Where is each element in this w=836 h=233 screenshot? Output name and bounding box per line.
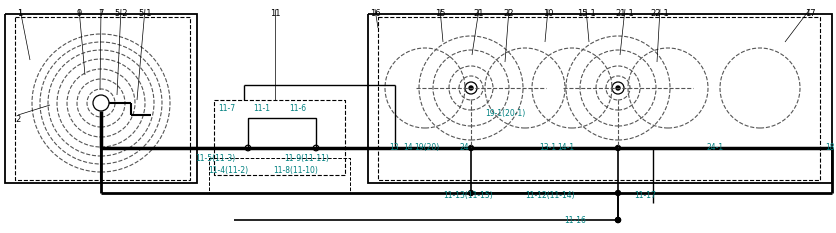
Text: 11-16: 11-16 — [563, 216, 585, 225]
Text: 19-1(20-1): 19-1(20-1) — [484, 109, 524, 118]
Text: 11-5(11-3): 11-5(11-3) — [195, 154, 235, 163]
Text: 11: 11 — [269, 9, 280, 18]
Text: 7: 7 — [98, 9, 104, 18]
Circle shape — [468, 145, 473, 151]
Text: 21: 21 — [473, 9, 484, 18]
Text: 2: 2 — [15, 115, 21, 124]
Circle shape — [614, 145, 619, 151]
Text: 9: 9 — [76, 9, 82, 18]
Text: 11-13(11-15): 11-13(11-15) — [442, 191, 492, 200]
Text: 11-1: 11-1 — [253, 104, 270, 113]
Text: 11-17: 11-17 — [634, 191, 655, 200]
Text: 11-8(11-10): 11-8(11-10) — [273, 166, 318, 175]
Text: 11-9(11-11): 11-9(11-11) — [284, 154, 329, 163]
Text: 11-4(11-2): 11-4(11-2) — [207, 166, 247, 175]
Circle shape — [468, 191, 473, 195]
Text: 22: 22 — [503, 9, 513, 18]
Text: 13-1: 13-1 — [538, 143, 556, 152]
Text: 18: 18 — [824, 143, 833, 152]
Circle shape — [313, 145, 319, 151]
Text: 19(20): 19(20) — [414, 143, 439, 152]
Text: 11-12(11-14): 11-12(11-14) — [524, 191, 574, 200]
Text: 22-1: 22-1 — [650, 9, 669, 18]
Circle shape — [614, 217, 619, 223]
Text: 24: 24 — [459, 143, 468, 152]
Circle shape — [245, 145, 251, 151]
Text: 24-1: 24-1 — [706, 143, 722, 152]
Text: 13: 13 — [389, 143, 398, 152]
Text: 16: 16 — [370, 9, 380, 18]
Circle shape — [614, 217, 619, 223]
Text: 1: 1 — [18, 9, 23, 18]
Text: 10: 10 — [542, 9, 553, 18]
Text: 14-1: 14-1 — [557, 143, 573, 152]
Text: 15-1: 15-1 — [576, 9, 594, 18]
Text: 5-2: 5-2 — [114, 9, 128, 18]
Text: 17: 17 — [803, 9, 814, 18]
Circle shape — [615, 86, 619, 90]
Text: 11-7: 11-7 — [218, 104, 235, 113]
Text: 21-1: 21-1 — [615, 9, 634, 18]
Text: 5-1: 5-1 — [138, 9, 151, 18]
Circle shape — [614, 191, 619, 195]
Text: 15: 15 — [434, 9, 445, 18]
Circle shape — [468, 86, 472, 90]
Text: 11-6: 11-6 — [289, 104, 306, 113]
Text: 14: 14 — [403, 143, 412, 152]
